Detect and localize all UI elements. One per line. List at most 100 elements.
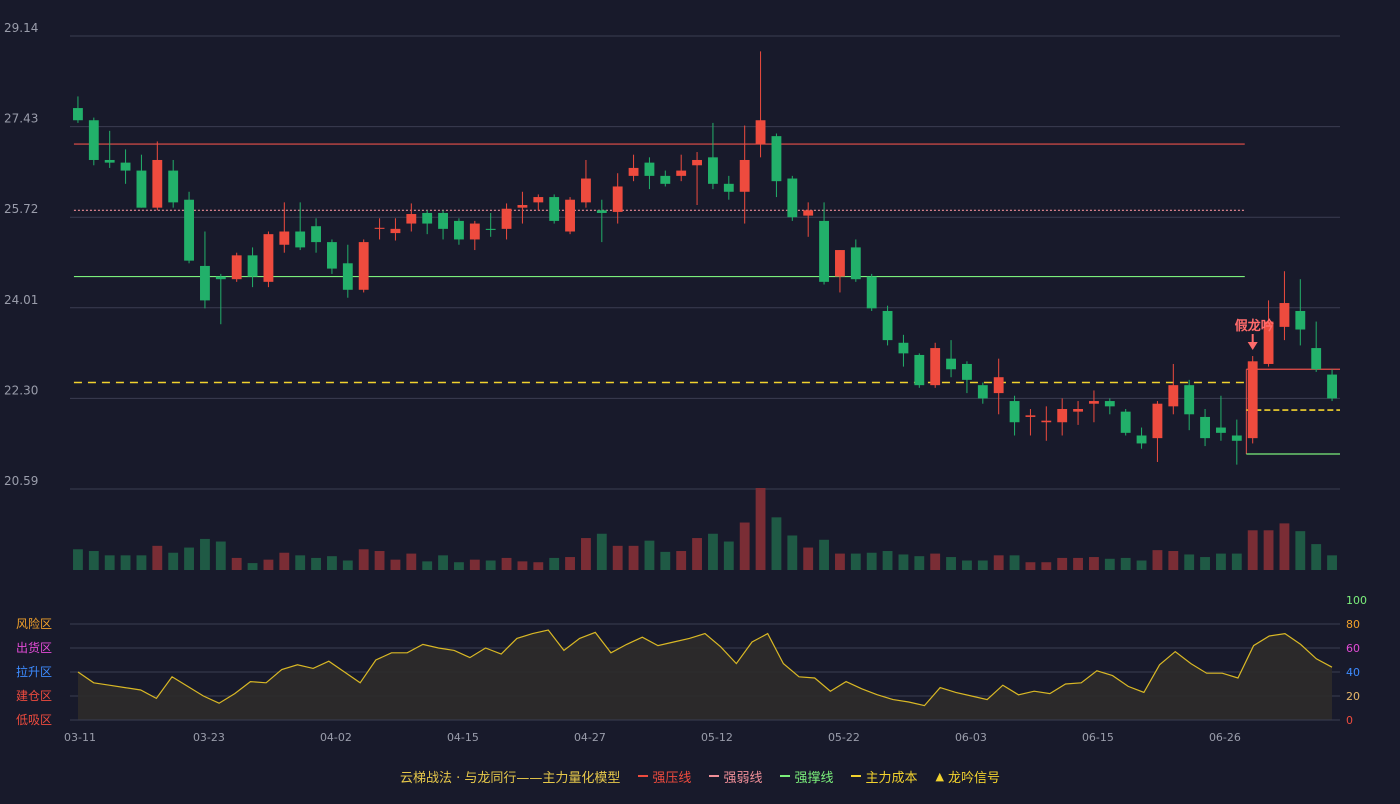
candle-body — [723, 183, 734, 192]
legend-swatch-cost — [851, 775, 862, 777]
candle-body — [215, 276, 226, 280]
candle-body — [1327, 374, 1337, 399]
legend-item-pressure[interactable]: 强压线 — [638, 767, 691, 786]
volume-bar — [1025, 562, 1036, 570]
volume-bar — [215, 541, 226, 570]
candle-body — [1168, 385, 1179, 407]
candle-body — [1073, 408, 1083, 412]
oscillator-zone-label: 建仓区 — [16, 689, 52, 703]
volume-bar — [327, 556, 337, 570]
x-tick-label: 04-02 — [320, 731, 352, 744]
volume-bar — [628, 545, 639, 570]
candle-body — [517, 205, 528, 208]
oscillator-line — [77, 629, 1333, 707]
candle-body — [501, 208, 512, 229]
volume-bar — [977, 560, 988, 570]
x-tick-label: 04-15 — [447, 731, 479, 744]
candle-body — [88, 120, 99, 160]
volume-bar — [184, 547, 194, 570]
volume-bar — [1216, 553, 1226, 570]
legend-swatch-support — [780, 775, 791, 777]
candle-body — [1263, 321, 1274, 364]
candle-body — [835, 250, 845, 277]
oscillator-tick-label: 60 — [1346, 642, 1360, 655]
volume-bar — [1231, 553, 1242, 570]
volume-bar — [787, 535, 798, 570]
oscillator-area — [78, 630, 1332, 720]
candle-body — [1009, 401, 1020, 423]
x-tick-label: 06-26 — [1209, 731, 1241, 744]
candle-body — [962, 363, 972, 380]
candle-body — [200, 265, 210, 301]
volume-bar — [390, 559, 401, 570]
volume-bar — [438, 555, 448, 570]
volume-bar — [406, 553, 417, 570]
legend-label-weak: 强弱线 — [723, 770, 763, 786]
candle-body — [390, 228, 401, 234]
volume-bar — [644, 540, 655, 570]
candle-body — [374, 227, 385, 229]
candle-body — [882, 310, 893, 341]
candle-body — [533, 197, 544, 203]
legend-item-signal[interactable]: ▲ 龙吟信号 — [935, 767, 999, 786]
candle-body — [247, 255, 258, 277]
volume-bar — [469, 559, 480, 570]
candle-body — [1136, 435, 1147, 444]
candle-body — [1216, 427, 1226, 433]
oscillator-tick-label: 40 — [1346, 666, 1360, 679]
volume-bar — [1263, 530, 1274, 570]
volume-bar — [914, 556, 925, 570]
volume-bar — [136, 555, 147, 570]
oscillator-zone-label: 风险区 — [16, 616, 52, 631]
volume-bar — [501, 557, 512, 570]
legend-label-signal: 龙吟信号 — [947, 770, 1000, 786]
volume-bar — [1120, 557, 1131, 570]
oscillator-tick-label: 100 — [1346, 594, 1367, 607]
volume-bar — [1295, 531, 1306, 570]
candle-body — [469, 223, 480, 240]
volume-bar — [73, 549, 83, 570]
volume-bar — [1311, 544, 1322, 570]
volume-bar — [1152, 550, 1163, 570]
volume-bar — [454, 562, 464, 570]
volume-bar — [200, 538, 210, 570]
legend-title: 云梯战法 · 与龙同行——主力量化模型 — [400, 770, 621, 786]
candle-body — [1089, 401, 1099, 404]
volume-bar — [231, 557, 242, 570]
candle-body — [1041, 420, 1052, 423]
volume-bar — [1009, 555, 1020, 570]
volume-bar — [1136, 560, 1147, 570]
candle-body — [755, 120, 766, 145]
candle-body — [581, 178, 591, 203]
x-tick-label: 04-27 — [574, 731, 606, 744]
volume-bar — [755, 488, 766, 570]
legend-item-support[interactable]: 强撑线 — [780, 767, 833, 786]
legend-item-weak[interactable]: 强弱线 — [709, 767, 762, 786]
candle-body — [612, 186, 623, 212]
candle-body — [1279, 303, 1290, 327]
candle-body — [644, 162, 655, 176]
volume-bar — [708, 533, 718, 570]
volume-bar — [247, 563, 258, 570]
candle-body — [739, 159, 750, 192]
candle-body — [993, 377, 1004, 394]
volume-bar — [771, 517, 782, 570]
x-tick-label: 03-23 — [193, 731, 225, 744]
candle-body — [565, 199, 575, 232]
volume-bar — [882, 551, 893, 570]
candle-body — [311, 226, 321, 243]
candle-body — [850, 247, 861, 280]
volume-bar — [342, 560, 353, 570]
volume-bar — [104, 555, 115, 570]
legend-item-cost[interactable]: 主力成本 — [851, 767, 917, 786]
volume-bar — [1073, 557, 1083, 570]
candle-body — [866, 276, 877, 309]
volume-bar — [295, 555, 306, 570]
signal-label: 假龙吟 — [1235, 318, 1274, 334]
price-tick-label: 22.30 — [4, 383, 38, 397]
volume-bar — [1200, 557, 1210, 570]
candle-body — [771, 136, 782, 182]
volume-bar — [565, 557, 575, 570]
volume-bar — [374, 551, 385, 570]
volume-bar — [1184, 554, 1195, 570]
